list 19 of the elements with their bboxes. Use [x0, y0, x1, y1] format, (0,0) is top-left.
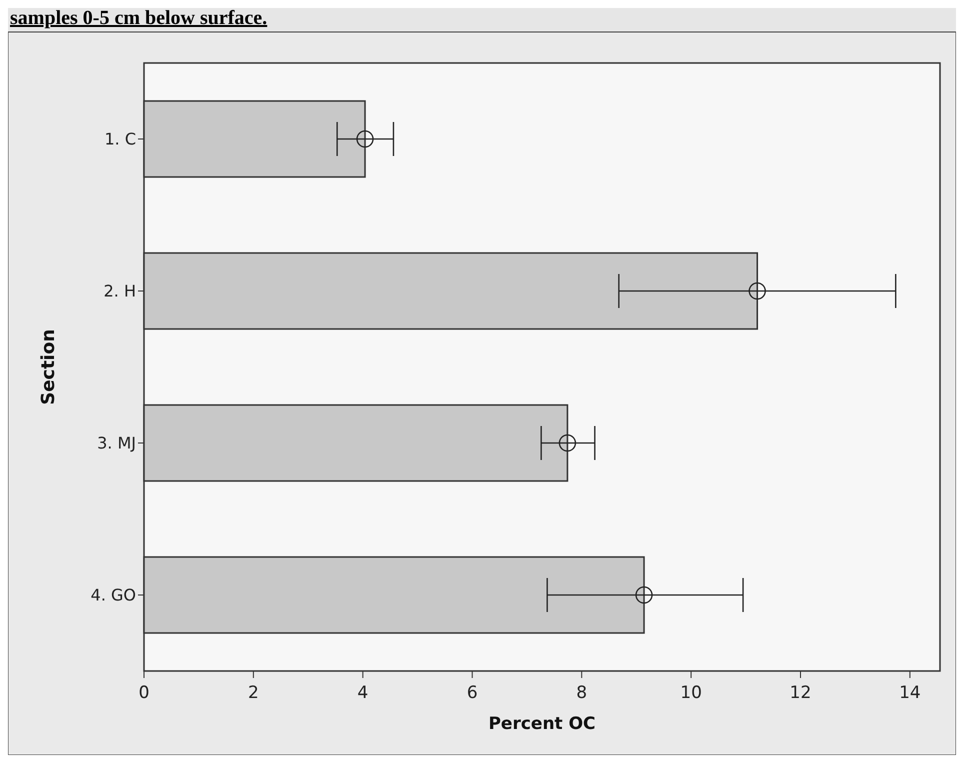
point: [748, 282, 766, 300]
chart-title: samples 0-5 cm below surface.: [10, 7, 268, 29]
x-tick-label: 10: [680, 683, 702, 703]
y-tick-label: 1. C: [104, 130, 136, 149]
y-tick-label: 4. GO: [90, 586, 136, 605]
x-tick-label: 8: [576, 683, 588, 703]
x-tick-label: 6: [466, 683, 478, 703]
x-tick-label: 4: [357, 683, 368, 703]
y-axis-title: Section: [38, 329, 59, 405]
x-axis-title: Percent OC: [488, 714, 596, 734]
point: [356, 130, 374, 148]
x-tick-label: 2: [248, 683, 259, 703]
y-tick-label: 3. MJ: [97, 434, 136, 453]
x-tick-label: 0: [138, 683, 150, 703]
y-tick-label: 2. H: [104, 282, 136, 301]
x-tick-label: 12: [790, 683, 812, 703]
point: [558, 434, 576, 452]
x-tick-label: 14: [899, 683, 921, 703]
point: [635, 586, 653, 604]
